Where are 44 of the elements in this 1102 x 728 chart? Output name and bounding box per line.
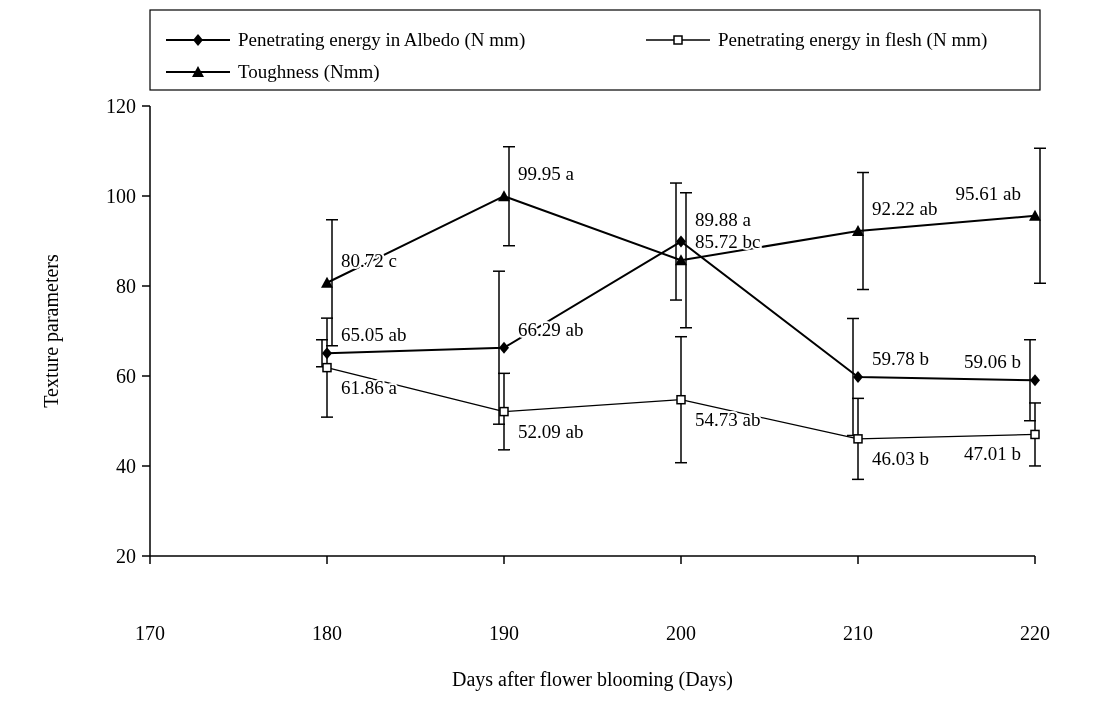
point — [499, 341, 509, 354]
data-label: 99.95 a — [518, 163, 575, 185]
point — [499, 406, 509, 417]
point — [321, 276, 333, 288]
point — [676, 235, 686, 248]
data-label: 59.78 b — [872, 347, 929, 369]
data-label: 92.22 ab — [872, 198, 938, 220]
y-tick-label: 80 — [116, 275, 136, 297]
point — [322, 362, 332, 373]
data-label: 61.86 a — [341, 376, 398, 398]
y-axis-title: Texture parameters — [40, 254, 63, 408]
data-label: 89.88 a — [695, 208, 752, 230]
y-tick-label: 40 — [116, 455, 136, 477]
point — [675, 254, 687, 266]
point — [853, 434, 863, 444]
data-label: 95.61 ab — [955, 182, 1021, 204]
point — [498, 190, 510, 202]
x-tick-label: 200 — [666, 622, 696, 644]
x-tick-label: 220 — [1020, 622, 1050, 644]
data-label: 85.72 bc — [695, 231, 761, 253]
x-tick-label: 170 — [135, 622, 165, 644]
y-tick-label: 100 — [106, 185, 136, 207]
data-label: 65.05 ab — [341, 324, 407, 346]
y-tick-label: 120 — [106, 95, 136, 117]
x-axis-title: Days after flower blooming (Days) — [451, 668, 734, 691]
point — [676, 394, 686, 405]
point — [853, 370, 863, 383]
data-label: 52.09 ab — [518, 420, 584, 442]
legend-label: Toughness (Nmm) — [238, 61, 380, 83]
legend-label: Penetrating energy in Albedo (N mm) — [238, 29, 526, 51]
point — [1029, 209, 1041, 221]
point — [852, 225, 864, 237]
point — [1030, 429, 1040, 440]
point — [1030, 374, 1040, 387]
data-label: 54.73 ab — [695, 408, 761, 430]
y-tick-label: 60 — [116, 365, 136, 387]
x-tick-label: 180 — [312, 622, 342, 644]
legend-label: Penetrating energy in flesh (N mm) — [718, 29, 988, 51]
x-tick-label: 190 — [489, 622, 519, 644]
data-label: 46.03 b — [872, 447, 929, 469]
y-tick-label: 20 — [116, 545, 136, 567]
data-label: 47.01 b — [964, 443, 1021, 465]
data-label: 59.06 b — [964, 351, 1021, 373]
x-tick-label: 210 — [843, 622, 873, 644]
